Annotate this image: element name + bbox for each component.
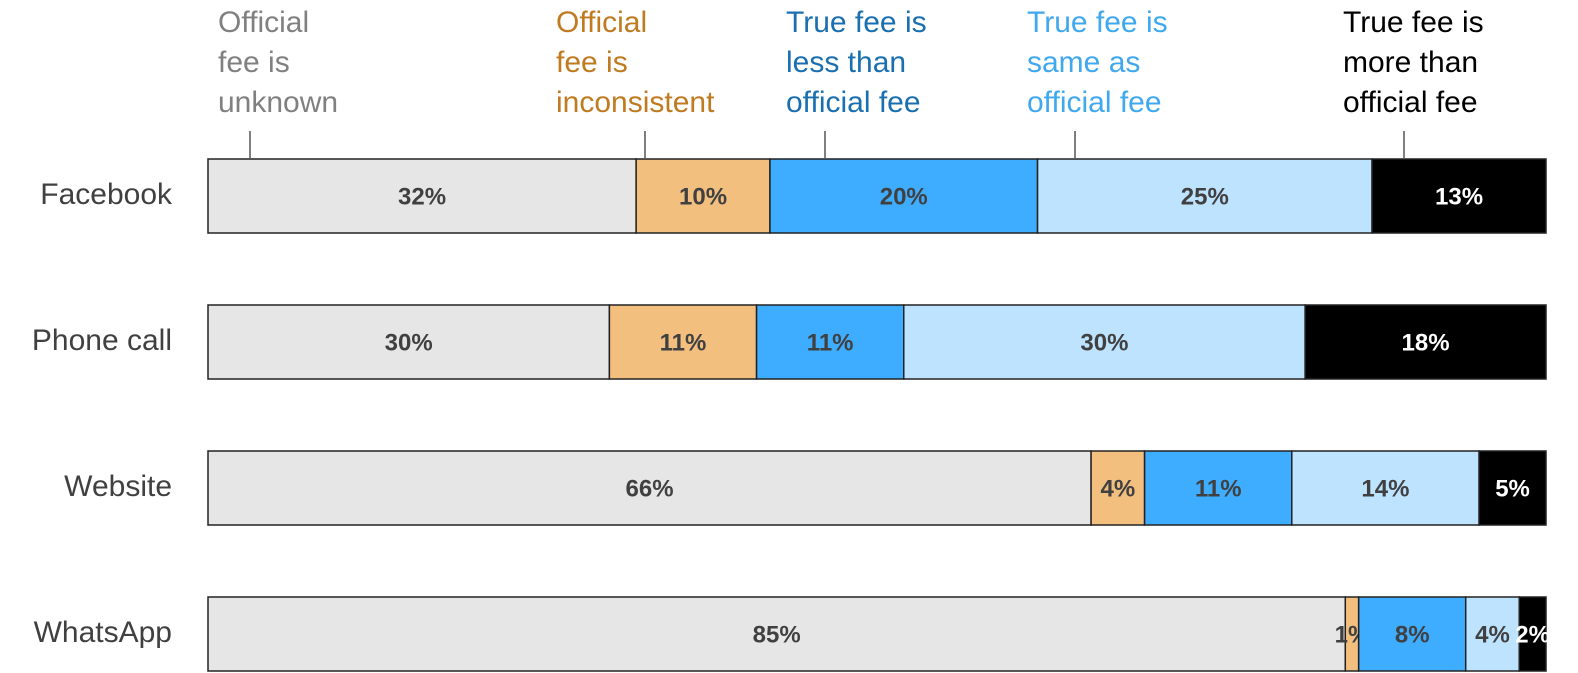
value-label: 11% <box>660 329 707 356</box>
bar-segment <box>1304 304 1547 380</box>
value-label: 32% <box>398 183 446 210</box>
value-label: 2% <box>1515 621 1550 648</box>
value-label: 4% <box>1475 621 1510 648</box>
bar-segment <box>1371 158 1547 234</box>
row-label: Phone call <box>32 324 172 357</box>
value-label: 11% <box>1195 475 1242 502</box>
value-label: 25% <box>1181 183 1229 210</box>
legend-label: True fee is more than official fee <box>1343 6 1484 119</box>
row-label: Website <box>64 470 172 503</box>
bar-segment <box>207 596 1347 672</box>
value-label: 85% <box>753 621 801 648</box>
bar-segment <box>1357 596 1467 672</box>
value-label: 66% <box>626 475 674 502</box>
value-label: 30% <box>385 329 433 356</box>
legend-label: True fee is less than official fee <box>786 6 927 119</box>
value-label: 30% <box>1080 329 1128 356</box>
legend-label: True fee is same as official fee <box>1027 6 1168 119</box>
bar-segment <box>1291 450 1480 526</box>
value-label: 8% <box>1395 621 1430 648</box>
bar-segment <box>769 158 1039 234</box>
bar-segment <box>207 450 1092 526</box>
bar-segment <box>1518 596 1547 672</box>
bar-segment <box>1036 158 1373 234</box>
value-label: 14% <box>1361 475 1409 502</box>
bar-segment <box>1478 450 1547 526</box>
value-label: 13% <box>1435 183 1483 210</box>
value-label: 5% <box>1495 475 1530 502</box>
row-label: Facebook <box>40 178 173 211</box>
value-label: 11% <box>807 329 854 356</box>
bar-segment <box>755 304 905 380</box>
value-label: 4% <box>1100 475 1135 502</box>
legend-label: Official fee is unknown <box>218 6 339 119</box>
legend-label: Official fee is inconsistent <box>556 6 715 119</box>
value-label: 10% <box>679 183 727 210</box>
value-label: 20% <box>880 183 928 210</box>
bar-segment <box>1090 450 1146 526</box>
value-label: 18% <box>1402 329 1450 356</box>
row-label: WhatsApp <box>34 616 172 649</box>
bar-segment <box>207 304 611 380</box>
bar-segment <box>608 304 758 380</box>
bar-segment <box>207 158 637 234</box>
